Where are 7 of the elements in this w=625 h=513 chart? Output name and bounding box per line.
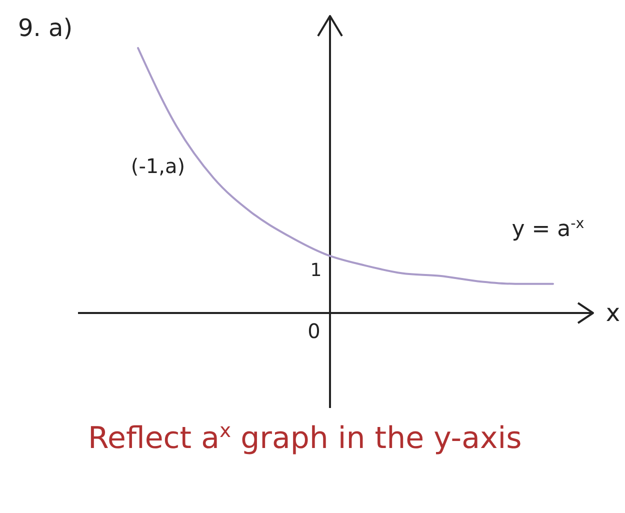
annotation: (-1,a)	[130, 154, 186, 178]
x-axis-title: x	[606, 299, 620, 327]
text: Reflect a$^{x}$ graph in the y-axis	[88, 418, 522, 456]
annotation: y = a$^{-x}$	[512, 216, 584, 242]
text: 0	[308, 319, 320, 343]
chart-title: 9. a)	[18, 14, 73, 42]
annotation: 1	[310, 260, 322, 281]
